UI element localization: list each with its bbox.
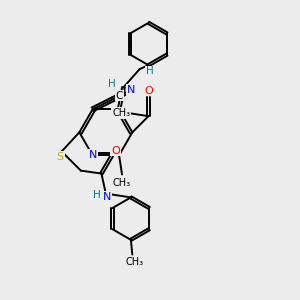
Text: H: H (146, 66, 154, 76)
Text: O: O (144, 85, 153, 95)
Text: C: C (116, 91, 123, 100)
Text: H: H (108, 79, 116, 89)
Text: N: N (103, 191, 112, 202)
Text: N: N (88, 150, 97, 160)
Text: CH₃: CH₃ (112, 108, 130, 118)
Text: O: O (111, 146, 120, 156)
Text: H: H (93, 190, 101, 200)
Text: S: S (57, 152, 64, 162)
Text: N: N (127, 85, 136, 95)
Text: CH₃: CH₃ (113, 178, 131, 188)
Text: CH₃: CH₃ (126, 257, 144, 267)
